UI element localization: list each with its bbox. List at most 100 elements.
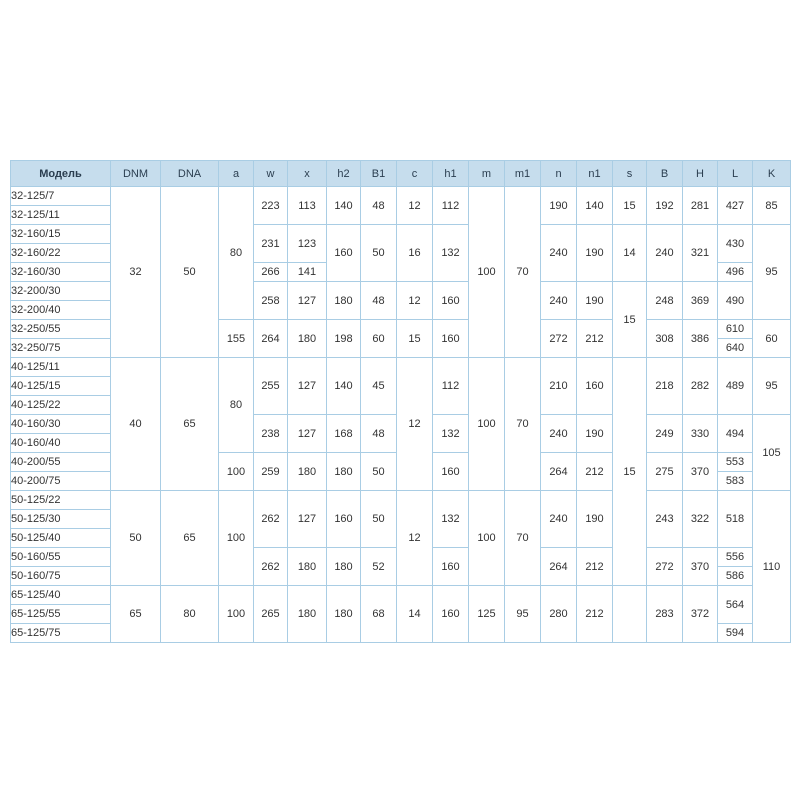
value-cell: 190 (576, 224, 613, 282)
value-cell: 15 (396, 319, 433, 358)
column-header: Модель (10, 160, 111, 187)
column-header: m (468, 160, 505, 187)
value-cell: 190 (540, 186, 577, 225)
column-header: x (287, 160, 327, 187)
model-cell: 40-125/11 (10, 357, 111, 377)
value-cell: 556 (717, 547, 753, 567)
value-cell: 494 (717, 414, 753, 453)
value-cell: 160 (576, 357, 613, 415)
table-body: 32-125/7 32 50 80 223 113 140 48 12 112 100 70 190 14… (10, 186, 791, 643)
value-cell: 65 (110, 585, 161, 643)
column-header: B1 (360, 160, 397, 187)
table-row: 40-200/55 100 259 180 180 50 160 264 212 275 370 55… (10, 452, 791, 491)
value-cell: 132 (432, 224, 469, 282)
column-header: h2 (326, 160, 361, 187)
value-cell: 12 (396, 186, 433, 225)
value-cell: 123 (287, 224, 327, 263)
value-cell: 160 (432, 452, 469, 491)
header-row: Модель DNM DNA a w x h2 B1 c h1 m m1 n n1 s B H L K (10, 160, 791, 187)
value-cell: 180 (287, 547, 327, 586)
value-cell: 50 (360, 452, 397, 491)
value-cell: 45 (360, 357, 397, 415)
value-cell: 100 (218, 585, 254, 643)
value-cell: 112 (432, 186, 469, 225)
value-cell: 322 (682, 490, 718, 548)
model-cell: 32-125/11 (10, 205, 111, 225)
value-cell: 112 (432, 357, 469, 415)
value-cell: 80 (218, 186, 254, 320)
value-cell: 640 (717, 338, 753, 358)
value-cell: 264 (540, 452, 577, 491)
column-header: c (396, 160, 433, 187)
value-cell: 427 (717, 186, 753, 225)
value-cell: 282 (682, 357, 718, 415)
value-cell: 240 (540, 490, 577, 548)
table-row: 65-125/75 594 (10, 623, 791, 643)
model-cell: 40-200/75 (10, 471, 111, 491)
value-cell: 80 (218, 357, 254, 453)
value-cell: 85 (752, 186, 791, 225)
value-cell: 281 (682, 186, 718, 225)
value-cell: 160 (326, 224, 361, 282)
value-cell: 140 (326, 357, 361, 415)
value-cell: 141 (287, 262, 327, 282)
value-cell: 160 (432, 585, 469, 643)
model-cell: 40-125/15 (10, 376, 111, 396)
value-cell: 190 (576, 490, 613, 548)
value-cell: 190 (576, 414, 613, 453)
value-cell: 240 (646, 224, 683, 282)
value-cell: 248 (646, 281, 683, 320)
value-cell: 95 (752, 357, 791, 415)
value-cell: 240 (540, 414, 577, 453)
model-cell: 32-160/15 (10, 224, 111, 244)
value-cell: 132 (432, 414, 469, 453)
value-cell: 308 (646, 319, 683, 358)
column-header: m1 (504, 160, 541, 187)
value-cell: 70 (504, 357, 541, 491)
value-cell: 264 (253, 319, 288, 358)
table-row: 65-125/40 65 80 100 265 180 180 68 14 160 125 95 280… (10, 585, 791, 643)
value-cell: 155 (218, 319, 254, 358)
value-cell: 180 (326, 452, 361, 491)
value-cell: 564 (717, 585, 753, 624)
column-header: H (682, 160, 718, 187)
value-cell: 272 (646, 547, 683, 586)
value-cell: 259 (253, 452, 288, 491)
value-cell: 180 (326, 281, 361, 320)
value-cell: 369 (682, 281, 718, 320)
value-cell: 321 (682, 224, 718, 282)
value-cell: 16 (396, 224, 433, 282)
model-cell: 50-160/55 (10, 547, 111, 567)
value-cell: 50 (360, 490, 397, 548)
table-row: 40-160/30 238 127 168 48 132 240 190 249 330 494 10… (10, 414, 791, 491)
table-row: 32-160/30 266 141 496 (10, 262, 791, 282)
value-cell: 262 (253, 490, 288, 548)
value-cell: 594 (717, 623, 753, 643)
value-cell: 212 (576, 585, 613, 643)
value-cell: 140 (326, 186, 361, 225)
value-cell: 330 (682, 414, 718, 453)
value-cell: 80 (160, 585, 219, 643)
model-cell: 32-200/30 (10, 281, 111, 301)
model-cell: 32-250/55 (10, 319, 111, 339)
table-row: 40-125/11 40 65 80 255 127 140 45 12 112 100 70 210 1… (10, 357, 791, 586)
value-cell: 180 (326, 547, 361, 586)
value-cell: 553 (717, 452, 753, 472)
value-cell: 583 (717, 471, 753, 491)
value-cell: 283 (646, 585, 683, 643)
value-cell: 586 (717, 566, 753, 586)
model-cell: 65-125/75 (10, 623, 111, 643)
value-cell: 160 (432, 281, 469, 320)
value-cell: 490 (717, 281, 753, 320)
value-cell: 113 (287, 186, 327, 225)
column-header: B (646, 160, 683, 187)
value-cell: 180 (287, 319, 327, 358)
value-cell: 160 (326, 490, 361, 548)
model-cell: 32-160/22 (10, 243, 111, 263)
column-header: n (540, 160, 577, 187)
value-cell: 212 (576, 319, 613, 358)
value-cell: 65 (160, 357, 219, 491)
value-cell: 140 (576, 186, 613, 225)
value-cell: 60 (360, 319, 397, 358)
